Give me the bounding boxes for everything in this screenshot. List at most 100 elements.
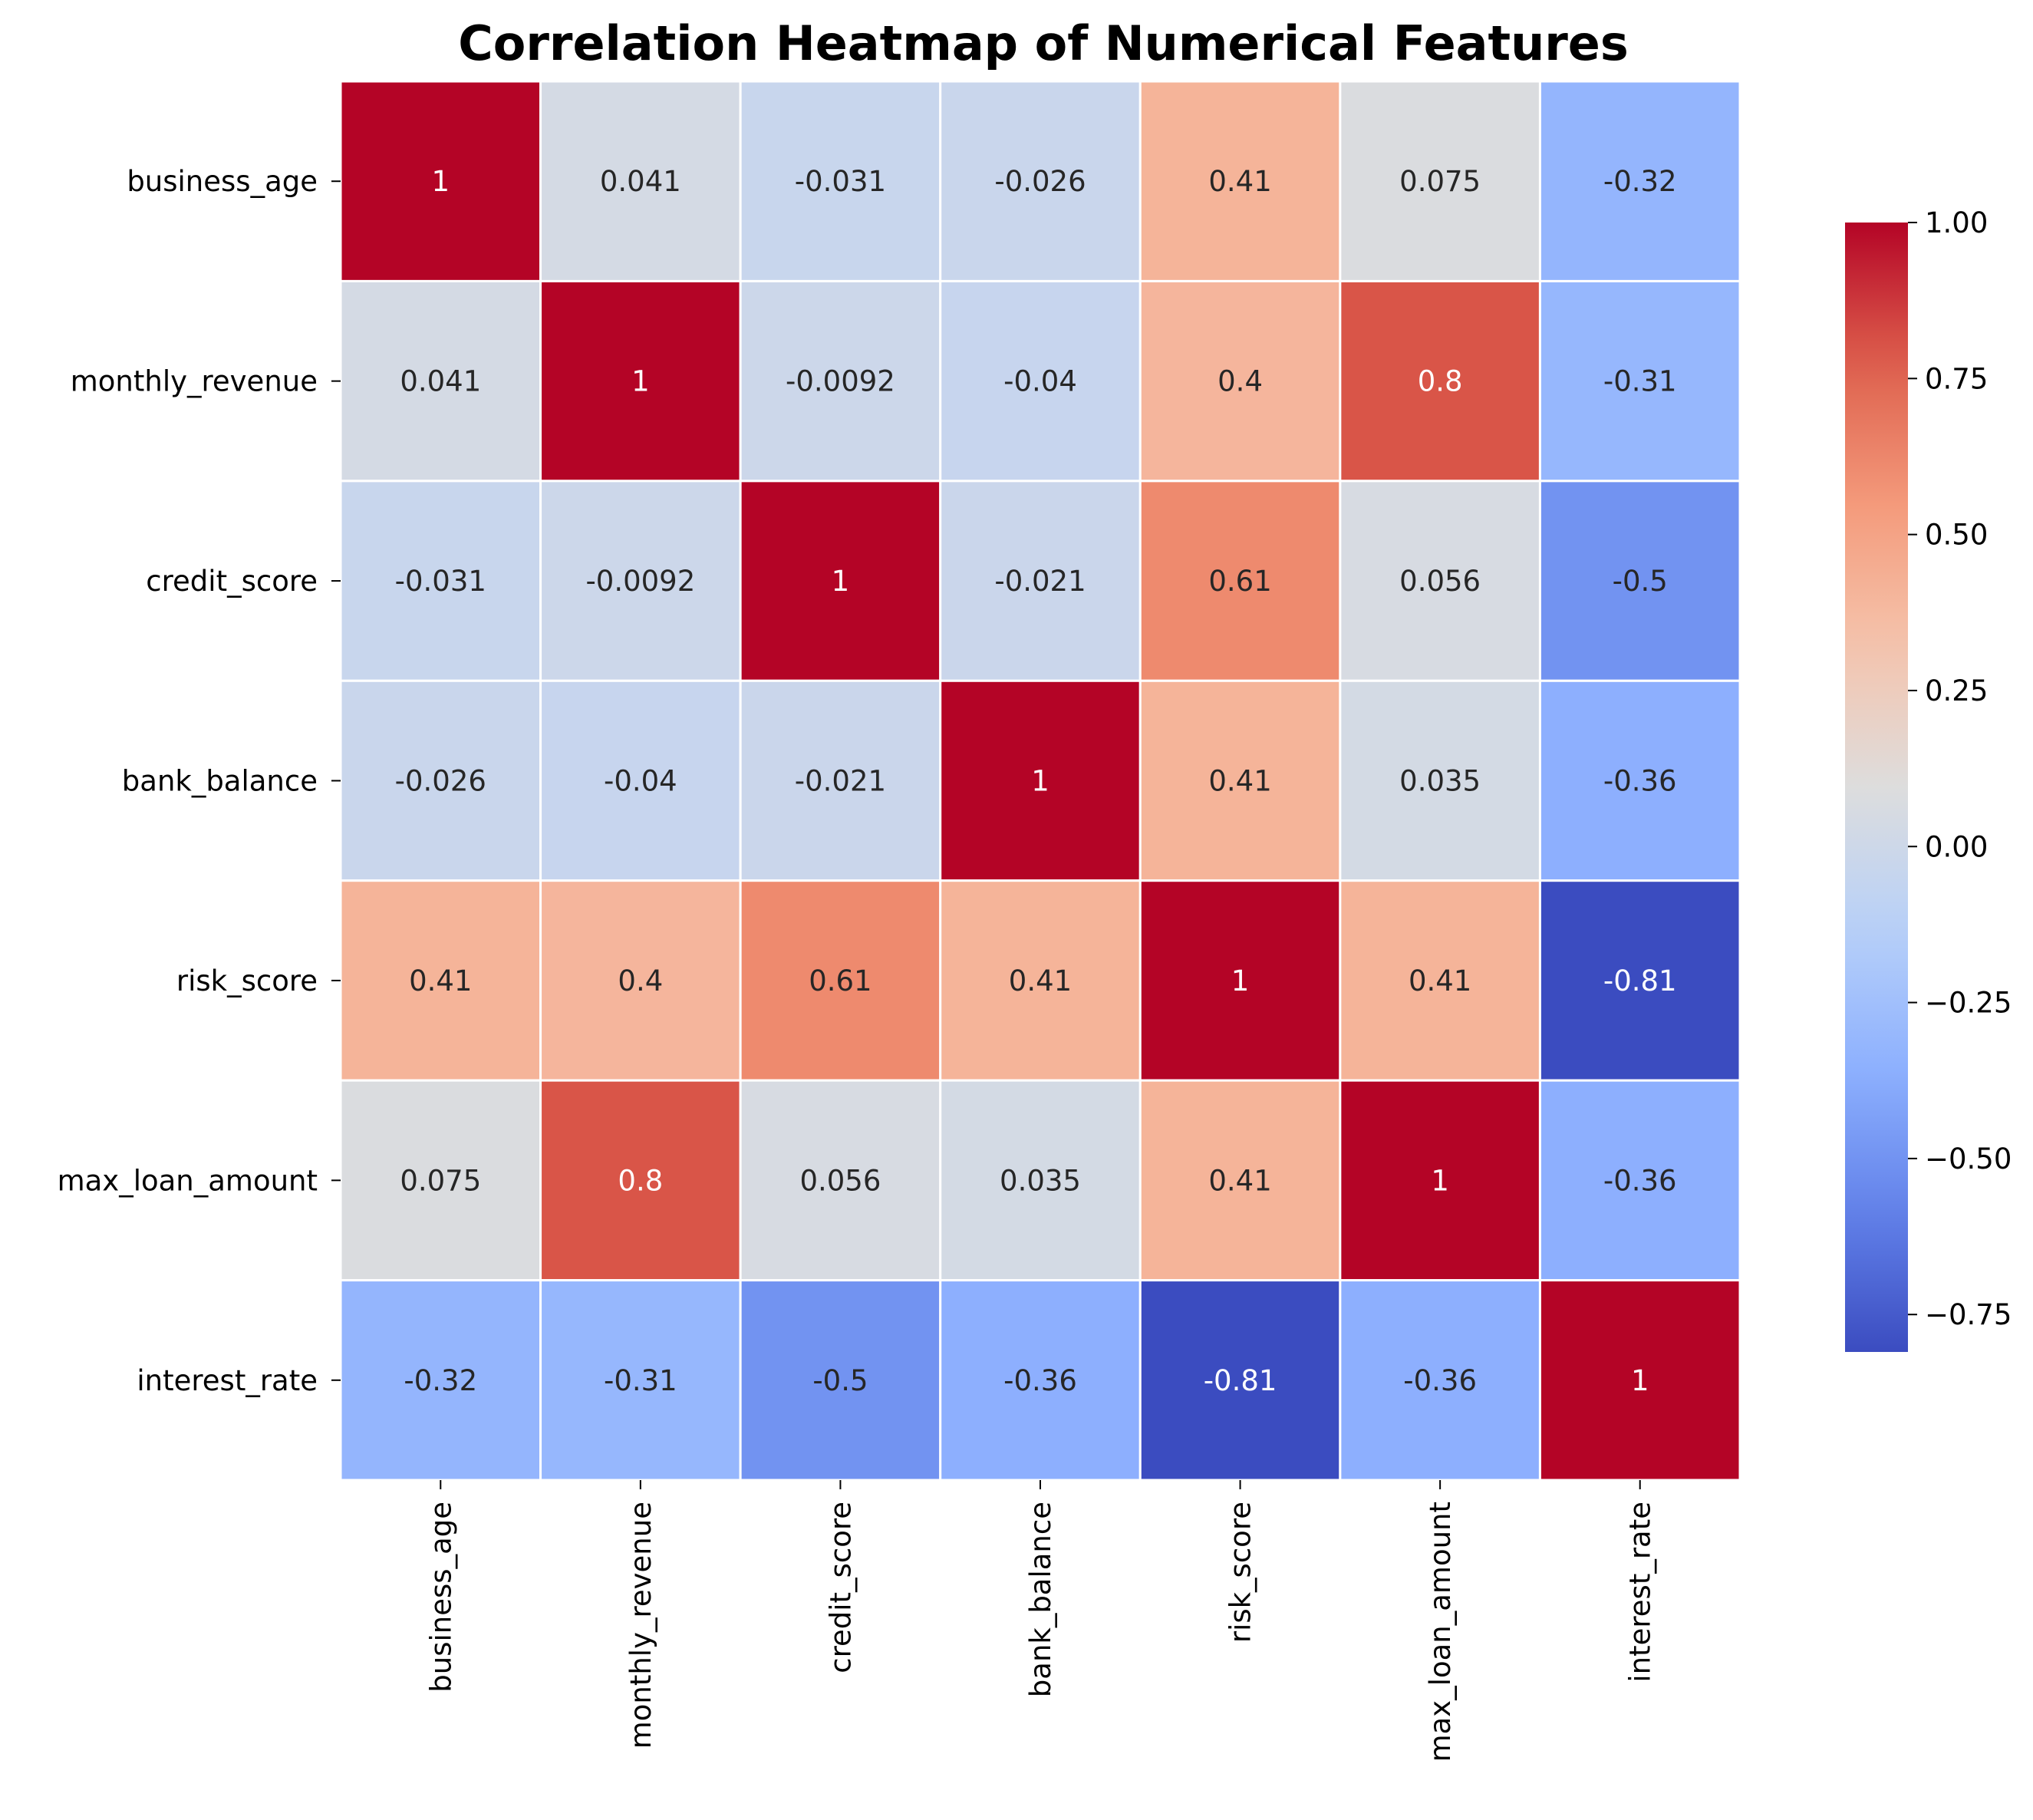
heatmap-cell-credit_score-risk_score [1138, 480, 1342, 682]
heatmap-cell-interest_rate-business_age [339, 1279, 542, 1482]
x-tick-label-max_loan_amount: max_loan_amount [1424, 1502, 1457, 1762]
cell-value-label: -0.04 [1003, 365, 1077, 398]
x-tick-label-credit_score: credit_score [824, 1502, 857, 1673]
heatmap-cell-monthly_revenue-credit_score [739, 279, 942, 483]
cell-value-label: -0.021 [994, 565, 1086, 598]
cell-value-label: -0.031 [795, 165, 886, 198]
cell-value-label: 0.41 [1208, 1164, 1271, 1197]
heatmap-cell-credit_score-interest_rate [1538, 480, 1741, 682]
cell-value-label: -0.021 [795, 765, 886, 798]
cell-value-label: 0.041 [400, 365, 481, 398]
cell-value-label: -0.36 [1603, 765, 1677, 798]
heatmap-cell-max_loan_amount-business_age [339, 1079, 542, 1282]
cell-value-label: 0.035 [1399, 765, 1481, 798]
y-tick-label-interest_rate: interest_rate [137, 1364, 318, 1397]
cell-value-label: -0.0092 [786, 365, 895, 398]
x-tick-label-business_age: business_age [424, 1502, 457, 1693]
heatmap-cell-bank_balance-bank_balance [939, 679, 1142, 882]
heatmap-cell-interest_rate-credit_score [739, 1279, 942, 1482]
cell-value-label: 0.41 [1009, 964, 1072, 997]
cell-value-label: -0.81 [1204, 1364, 1277, 1397]
heatmap-cell-bank_balance-interest_rate [1538, 679, 1741, 882]
y-tick-labels: business_age monthly_revenue credit_scoreb… [58, 165, 341, 1397]
cell-value-label: 0.61 [1208, 565, 1271, 598]
heatmap-cell-bank_balance-business_age [339, 679, 542, 882]
colorbar-tick-label: 0.25 [1925, 674, 1988, 707]
cell-value-label: 1 [1031, 765, 1049, 798]
y-tick-label-max_loan_amount: max_loan_amount [58, 1164, 318, 1197]
heatmap-cell-interest_rate-interest_rate [1538, 1279, 1741, 1482]
heatmap-cell-credit_score-bank_balance [939, 480, 1142, 682]
cell-value-label: 1 [1431, 1164, 1449, 1197]
cell-value-label: 0.4 [618, 964, 663, 997]
cell-value-label: 0.8 [618, 1164, 663, 1197]
cell-value-label: 0.41 [1208, 765, 1271, 798]
cell-value-label: -0.5 [1613, 565, 1668, 598]
cell-value-label: 1 [631, 365, 650, 398]
cell-value-label: 0.41 [409, 964, 472, 997]
cell-value-label: 0.056 [1399, 565, 1481, 598]
cell-value-label: -0.04 [604, 765, 677, 798]
heatmap-cell-max_loan_amount-monthly_revenue [539, 1079, 742, 1282]
heatmap-cell-bank_balance-max_loan_amount [1339, 679, 1541, 882]
colorbar-tick-label: 0.75 [1925, 362, 1988, 395]
heatmap-cell-credit_score-monthly_revenue [539, 480, 742, 682]
cell-value-label: 0.041 [600, 165, 681, 198]
cell-value-label: 0.4 [1217, 365, 1263, 398]
chart-title: Correlation Heatmap of Numerical Feature… [458, 15, 1629, 71]
heatmap-cell-monthly_revenue-risk_score [1138, 279, 1342, 483]
heatmap-cell-interest_rate-risk_score [1138, 1279, 1342, 1482]
heatmap-cell-risk_score-interest_rate [1538, 879, 1741, 1082]
colorbar-tick-label: 1.00 [1925, 206, 1988, 239]
heatmap-cell-credit_score-business_age [339, 480, 542, 682]
cell-value-label: -0.31 [1603, 365, 1677, 398]
cell-value-label: -0.31 [604, 1364, 677, 1397]
heatmap-cell-max_loan_amount-credit_score [739, 1079, 942, 1282]
cell-value-label: -0.026 [994, 165, 1086, 198]
y-tick-label-business_age: business_age [127, 165, 318, 198]
heatmap-cell-interest_rate-max_loan_amount [1339, 1279, 1541, 1482]
heatmap-cell-bank_balance-monthly_revenue [539, 679, 742, 882]
heatmap-cell-credit_score-max_loan_amount [1339, 480, 1541, 682]
heatmap-cell-business_age-business_age [339, 80, 542, 282]
y-tick-label-monthly_revenue: monthly_revenue [71, 365, 318, 398]
cell-value-label: -0.026 [395, 765, 486, 798]
x-tick-label-interest_rate: interest_rate [1624, 1502, 1657, 1683]
cell-value-label: 0.8 [1418, 365, 1463, 398]
cell-value-label: -0.031 [395, 565, 486, 598]
cell-value-label: 1 [432, 165, 450, 198]
x-tick-label-bank_balance: bank_balance [1024, 1502, 1057, 1697]
colorbar-tick-label: −0.75 [1925, 1298, 2012, 1331]
colorbar-tick-label: 0.50 [1925, 519, 1988, 552]
heatmap-cell-monthly_revenue-max_loan_amount [1339, 279, 1541, 483]
cell-value-label: 0.41 [1208, 165, 1271, 198]
cell-value-label: -0.5 [812, 1364, 868, 1397]
heatmap-cell-max_loan_amount-risk_score [1138, 1079, 1342, 1282]
y-tick-label-risk_score: risk_score [176, 964, 318, 997]
cell-value-label: -0.36 [1603, 1164, 1677, 1197]
colorbar-tick-label: −0.25 [1925, 987, 2012, 1020]
colorbar-tick-label: −0.50 [1925, 1142, 2012, 1175]
heatmap-cell-business_age-monthly_revenue [539, 80, 742, 282]
colorbar-gradient [1845, 223, 1908, 1352]
heatmap-cells: 1 0.041 -0.031 -0.026 0.41 0.075 -0.320.041 1 -0… [339, 80, 1741, 1482]
heatmap-cell-risk_score-business_age [339, 879, 542, 1082]
cell-value-label: -0.32 [1603, 165, 1677, 198]
x-tick-label-risk_score: risk_score [1224, 1502, 1257, 1643]
heatmap-cell-risk_score-credit_score [739, 879, 942, 1082]
cell-value-label: -0.36 [1003, 1364, 1077, 1397]
cell-value-label: 1 [832, 565, 850, 598]
y-tick-label-bank_balance: bank_balance [122, 765, 318, 798]
cell-value-label: -0.36 [1403, 1364, 1477, 1397]
cell-value-label: 1 [1631, 1364, 1649, 1397]
cell-value-label: 0.41 [1409, 964, 1471, 997]
x-tick-labels: business_age monthly_revenue credit_score b… [424, 1480, 1657, 1762]
heatmap-cell-business_age-credit_score [739, 80, 942, 282]
cell-value-label: 0.075 [400, 1164, 481, 1197]
cell-value-label: -0.0092 [585, 565, 695, 598]
heatmap-cell-business_age-risk_score [1138, 80, 1342, 282]
heatmap-cell-business_age-max_loan_amount [1339, 80, 1541, 282]
colorbar-tick-label: 0.00 [1925, 830, 1988, 863]
heatmap-cell-credit_score-credit_score [739, 480, 942, 682]
